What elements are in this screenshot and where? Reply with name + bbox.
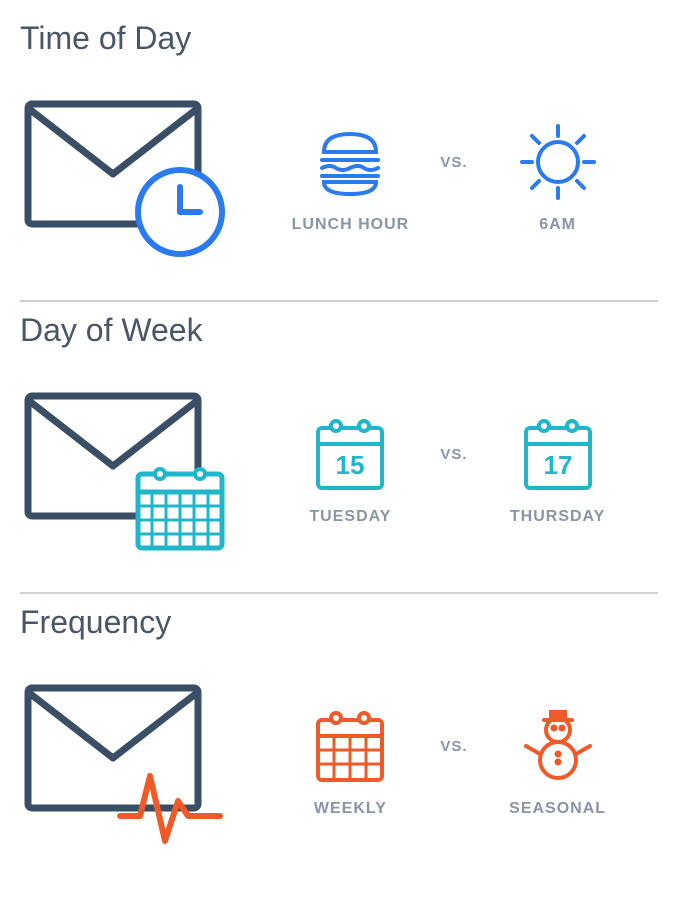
vs-text: VS. xyxy=(440,738,467,755)
calendar-15-icon: 15 xyxy=(308,412,392,496)
option-label: LUNCH HOUR xyxy=(292,216,410,234)
envelope-clock-icon xyxy=(20,92,250,262)
compare-group: 15 TUESDAY VS. 17 THURSDAY xyxy=(250,412,658,526)
option-tuesday: 15 TUESDAY xyxy=(280,412,420,526)
option-label: SEASONAL xyxy=(509,800,606,818)
section-title: Time of Day xyxy=(20,20,658,57)
option-seasonal: SEASONAL xyxy=(488,704,628,818)
compare-group: LUNCH HOUR VS. xyxy=(250,120,658,234)
option-label: 6AM xyxy=(539,216,576,234)
section-day-of-week: Day of Week xyxy=(20,302,658,592)
option-lunch-hour: LUNCH HOUR xyxy=(280,120,420,234)
option-weekly: WEEKLY xyxy=(280,704,420,818)
calendar-17-icon: 17 xyxy=(516,412,600,496)
option-6am: 6AM xyxy=(488,120,628,234)
envelope-pulse-icon xyxy=(20,676,250,846)
section-row: 15 TUESDAY VS. 17 THURSDAY xyxy=(20,369,658,569)
sun-icon xyxy=(516,120,600,204)
option-thursday: 17 THURSDAY xyxy=(488,412,628,526)
envelope-calendar-icon xyxy=(20,384,250,554)
section-row: WEEKLY VS. xyxy=(20,661,658,861)
section-time-of-day: Time of Day xyxy=(20,10,658,300)
section-frequency: Frequency xyxy=(20,594,658,884)
option-label: WEEKLY xyxy=(314,800,387,818)
calendar-grid-icon xyxy=(308,704,392,788)
vs-text: VS. xyxy=(440,154,467,171)
option-label: TUESDAY xyxy=(309,508,391,526)
section-title: Day of Week xyxy=(20,312,658,349)
vs-text: VS. xyxy=(440,446,467,463)
section-row: LUNCH HOUR VS. xyxy=(20,77,658,277)
option-label: THURSDAY xyxy=(510,508,605,526)
calendar-day-value: 15 xyxy=(336,450,365,480)
calendar-day-value: 17 xyxy=(543,450,572,480)
burger-icon xyxy=(308,120,392,204)
compare-group: WEEKLY VS. xyxy=(250,704,658,818)
section-title: Frequency xyxy=(20,604,658,641)
snowman-icon xyxy=(516,704,600,788)
